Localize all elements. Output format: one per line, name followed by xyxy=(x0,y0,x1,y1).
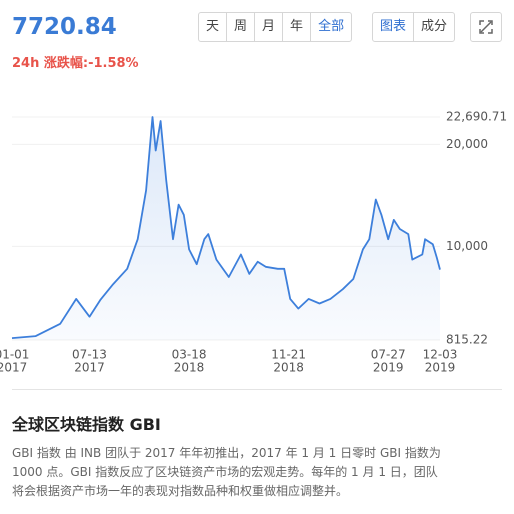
text-line: GBI 指数 由 INB 团队于 2017 年年初推出，2017 年 1 月 1… xyxy=(12,446,441,460)
x-tick-year: 2018 xyxy=(174,361,205,375)
view-button[interactable]: 图表 xyxy=(380,19,407,34)
section-text: GBI 指数 由 INB 团队于 2017 年年初推出，2017 年 1 月 1… xyxy=(12,444,441,501)
x-tick-year: 2018 xyxy=(273,361,304,375)
fullscreen-icon xyxy=(479,20,493,34)
x-tick-year: 2019 xyxy=(425,361,456,375)
x-tick-label: 03-18 xyxy=(172,348,207,362)
x-tick-year: 2017 xyxy=(0,361,27,375)
section-title: 全球区块链指数 GBI xyxy=(12,415,161,434)
y-tick-label: 22,690.71 xyxy=(446,110,507,124)
x-tick-label: 01-01 xyxy=(0,348,29,362)
x-tick-label: 12-03 xyxy=(423,348,458,362)
x-tick-year: 2019 xyxy=(373,361,404,375)
range-button[interactable]: 周 xyxy=(226,13,254,41)
change: 24h 涨跌幅:-1.58% xyxy=(12,56,139,71)
range-buttons: 天周月年全部 xyxy=(198,12,353,42)
divider xyxy=(12,389,502,390)
line xyxy=(11,116,441,339)
y-tick-label: 815.22 xyxy=(446,333,488,347)
range-button[interactable]: 月 xyxy=(254,13,282,41)
fullscreen-button[interactable] xyxy=(470,12,502,42)
chart: 815.2210,00020,00022,690.7101-01201707-1… xyxy=(0,110,507,375)
y-tick-label: 10,000 xyxy=(446,239,488,253)
view-button[interactable]: 成分 xyxy=(413,13,454,41)
y-tick-label: 20,000 xyxy=(446,137,488,151)
view-buttons: 图表 成分 xyxy=(372,12,456,42)
text-line: 1000 点。GBI 指数反应了区块链资产市场的宏观走势。每年的 1 月 1 日… xyxy=(12,465,438,479)
price: 7720.84 xyxy=(12,14,117,40)
x-tick-label: 07-27 xyxy=(371,348,406,362)
range-button[interactable]: 全部 xyxy=(310,13,351,41)
area xyxy=(12,117,440,340)
x-tick-label: 07-13 xyxy=(72,348,107,362)
range-button[interactable]: 年 xyxy=(282,13,310,41)
x-tick-year: 2017 xyxy=(74,361,105,375)
text-line: 将会根据资产市场一年的表现对指数品种和权重做相应调整并。 xyxy=(12,484,349,498)
range-button[interactable]: 天 xyxy=(206,19,220,34)
x-tick-label: 11-21 xyxy=(271,348,306,362)
